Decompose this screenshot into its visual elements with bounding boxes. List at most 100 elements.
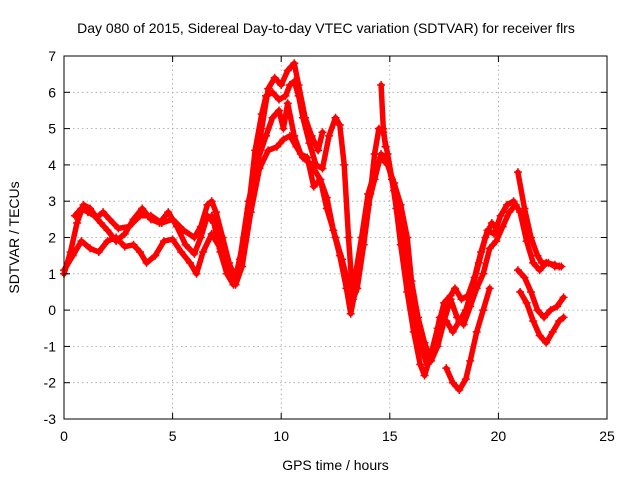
data-point-marker (168, 235, 177, 244)
data-point-marker (414, 313, 423, 322)
y-tick-label: -1 (44, 338, 57, 354)
data-point-marker (522, 298, 531, 307)
y-tick-label: 3 (48, 193, 56, 209)
data-point-marker (340, 160, 349, 169)
data-point-marker (196, 233, 205, 242)
data-point-marker (540, 313, 549, 322)
data-point-marker (290, 131, 299, 140)
data-point-marker (351, 273, 360, 282)
data-point-marker (559, 293, 568, 302)
data-point-marker (199, 248, 208, 257)
data-point-marker (481, 233, 490, 242)
data-point-marker (129, 215, 138, 224)
data-point-marker (446, 295, 455, 304)
data-point-marker (448, 327, 457, 336)
data-point-marker (248, 179, 257, 188)
data-point-marker (407, 277, 416, 286)
series-line-track-6 (443, 285, 493, 393)
data-point-marker (264, 146, 273, 155)
data-point-marker (370, 168, 379, 177)
data-point-marker (479, 269, 488, 278)
data-point-marker (511, 200, 520, 209)
data-point-marker (275, 95, 284, 104)
data-point-marker (103, 226, 112, 235)
data-point-marker (396, 200, 405, 209)
data-point-marker (296, 150, 305, 159)
data-point-marker (492, 237, 501, 246)
chart-title: Day 080 of 2015, Sidereal Day-to-day VTE… (77, 20, 575, 36)
data-point-marker (222, 269, 231, 278)
data-point-marker (73, 218, 82, 227)
data-point-marker (503, 200, 512, 209)
data-point-marker (557, 262, 566, 271)
data-point-marker (214, 226, 223, 235)
data-point-marker (146, 215, 155, 224)
data-point-marker (307, 131, 316, 140)
series-line-track-4 (208, 60, 326, 281)
x-tick-label: 0 (60, 428, 68, 444)
data-point-marker (485, 284, 494, 293)
data-point-marker (548, 327, 557, 336)
data-point-marker (275, 106, 284, 115)
y-tick-label: 5 (48, 121, 56, 137)
data-point-marker (281, 91, 290, 100)
data-point-marker (181, 240, 190, 249)
x-tick-label: 5 (169, 428, 177, 444)
data-point-marker (114, 224, 123, 233)
data-point-marker (322, 204, 331, 213)
data-point-marker (457, 295, 466, 304)
data-point-marker (535, 266, 544, 275)
data-point-marker (96, 218, 105, 227)
data-point-marker (440, 316, 449, 325)
data-point-marker (529, 258, 538, 267)
data-point-marker (129, 240, 138, 249)
data-point-marker (455, 385, 464, 394)
data-point-marker (164, 208, 173, 217)
data-point-marker (442, 364, 451, 373)
data-point-marker (364, 189, 373, 198)
y-tick-label: -2 (44, 375, 57, 391)
data-point-marker (185, 258, 194, 267)
data-point-marker (83, 208, 92, 217)
data-point-marker (338, 255, 347, 264)
data-point-marker (331, 233, 340, 242)
data-point-marker (279, 135, 288, 144)
data-point-marker (77, 237, 86, 246)
data-point-marker (77, 204, 86, 213)
data-point-marker (231, 273, 240, 282)
data-point-marker (105, 215, 114, 224)
x-axis-title: GPS time / hours (282, 457, 389, 473)
data-point-marker (422, 360, 431, 369)
data-point-marker (474, 258, 483, 267)
series-line-track-1 (61, 78, 562, 379)
data-point-marker (453, 313, 462, 322)
data-point-marker (351, 287, 360, 296)
data-point-marker (138, 204, 147, 213)
data-point-marker (403, 233, 412, 242)
data-point-marker (309, 182, 318, 191)
data-point-marker (526, 233, 535, 242)
y-axis-title: SDTVAR / TECUs (6, 181, 22, 293)
series-line-track-8 (515, 169, 565, 270)
data-point-marker (383, 160, 392, 169)
y-tick-label: 0 (48, 302, 56, 318)
data-point-marker (279, 124, 288, 133)
data-point-marker (229, 280, 238, 289)
x-tick-label: 20 (491, 428, 507, 444)
data-point-marker (190, 249, 199, 258)
data-point-marker (331, 113, 340, 122)
data-point-marker (155, 218, 164, 227)
data-point-marker (283, 66, 292, 75)
data-point-marker (390, 179, 399, 188)
series-line-track-9 (517, 289, 567, 346)
series-line-track-5 (378, 82, 389, 150)
data-point-marker (70, 211, 79, 220)
data-point-marker (533, 251, 542, 260)
data-point-marker (520, 273, 529, 282)
data-point-marker (559, 313, 568, 322)
y-tick-label: 2 (48, 230, 56, 246)
y-tick-label: 4 (48, 157, 56, 173)
data-point-marker (485, 244, 494, 253)
data-point-marker (324, 131, 333, 140)
